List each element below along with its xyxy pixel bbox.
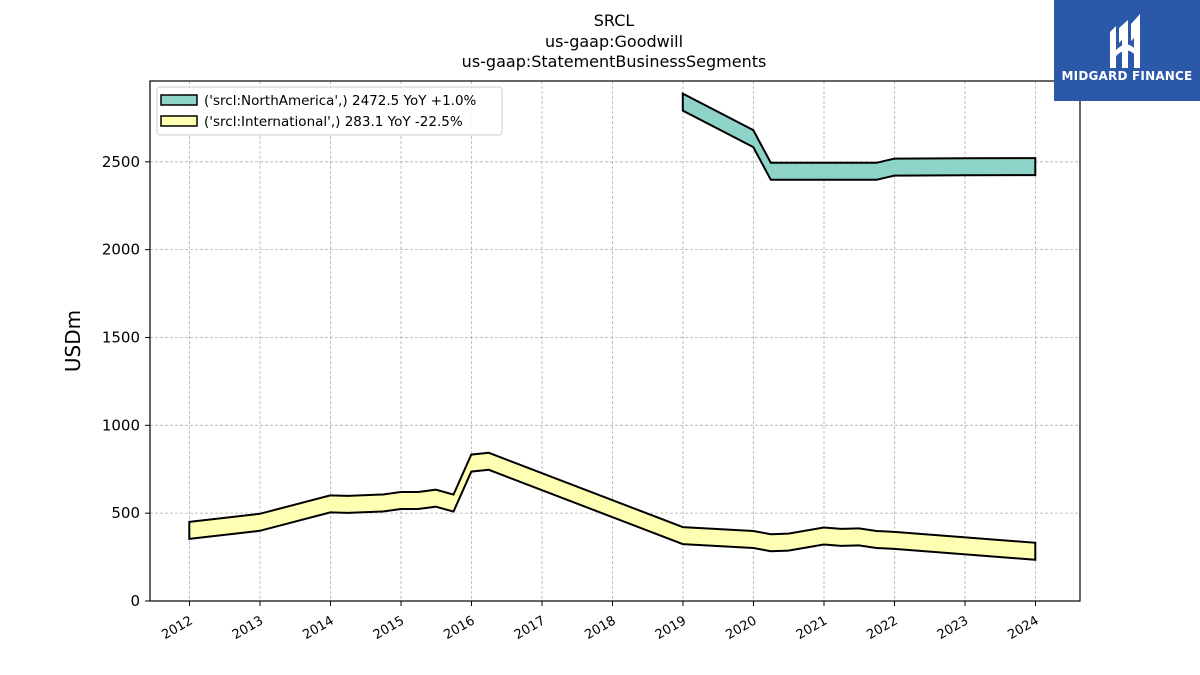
x-tick-label: 2023 — [935, 613, 971, 643]
series-line-2 — [188, 451, 1037, 561]
x-tick-label: 2024 — [1005, 613, 1041, 643]
y-tick-label: 500 — [111, 504, 140, 522]
legend-label: ('srcl:NorthAmerica',) 2472.5 YoY +1.0% — [204, 93, 477, 109]
x-tick-label: 2014 — [300, 613, 336, 643]
y-tick-label: 0 — [130, 592, 140, 610]
series-line-1 — [681, 91, 1037, 181]
plot-area — [149, 80, 1081, 602]
x-tick-label: 2012 — [159, 613, 195, 643]
y-tick-label: 2000 — [102, 241, 140, 259]
series-lines — [188, 91, 1037, 561]
y-axis-ticks: 0 500 1000 1500 2000 2500 — [102, 153, 150, 610]
legend-box — [156, 86, 503, 136]
x-tick-label: 2018 — [582, 613, 618, 643]
x-tick-label: 2015 — [371, 613, 407, 643]
chart-title: SRCL us-gaap:Goodwill us-gaap:StatementB… — [462, 11, 767, 71]
legend-swatch — [160, 115, 198, 127]
logo-text: MIDGARD FINANCE — [1061, 69, 1193, 83]
midgard-finance-logo: MIDGARD FINANCE — [1054, 0, 1200, 101]
x-tick-label: 2017 — [512, 613, 548, 643]
y-tick-label: 1000 — [102, 416, 140, 434]
x-tick-label: 2019 — [653, 613, 689, 643]
chart-title-line-1: SRCL — [594, 11, 635, 30]
x-tick-label: 2013 — [230, 613, 266, 643]
legend-label: ('srcl:International',) 283.1 YoY -22.5% — [204, 114, 463, 130]
legend-swatch — [160, 94, 198, 106]
y-axis-label: USDm — [61, 310, 85, 372]
y-tick-label: 2500 — [102, 153, 140, 171]
chart-title-line-2: us-gaap:Goodwill — [545, 32, 683, 51]
x-tick-label: 2022 — [864, 613, 900, 643]
x-axis-ticks: 2012 2013 2014 2015 2016 2017 2018 2019 2020 2021… — [159, 601, 1042, 643]
logo-mark-icon — [1110, 14, 1140, 68]
y-tick-label: 1500 — [102, 328, 140, 346]
x-tick-label: 2021 — [794, 613, 830, 643]
legend: ('srcl:NorthAmerica',) 2472.5 YoY +1.0% (… — [156, 86, 503, 136]
chart-title-line-3: us-gaap:StatementBusinessSegments — [462, 52, 767, 71]
x-tick-label: 2020 — [723, 613, 759, 643]
x-tick-label: 2016 — [441, 613, 477, 643]
